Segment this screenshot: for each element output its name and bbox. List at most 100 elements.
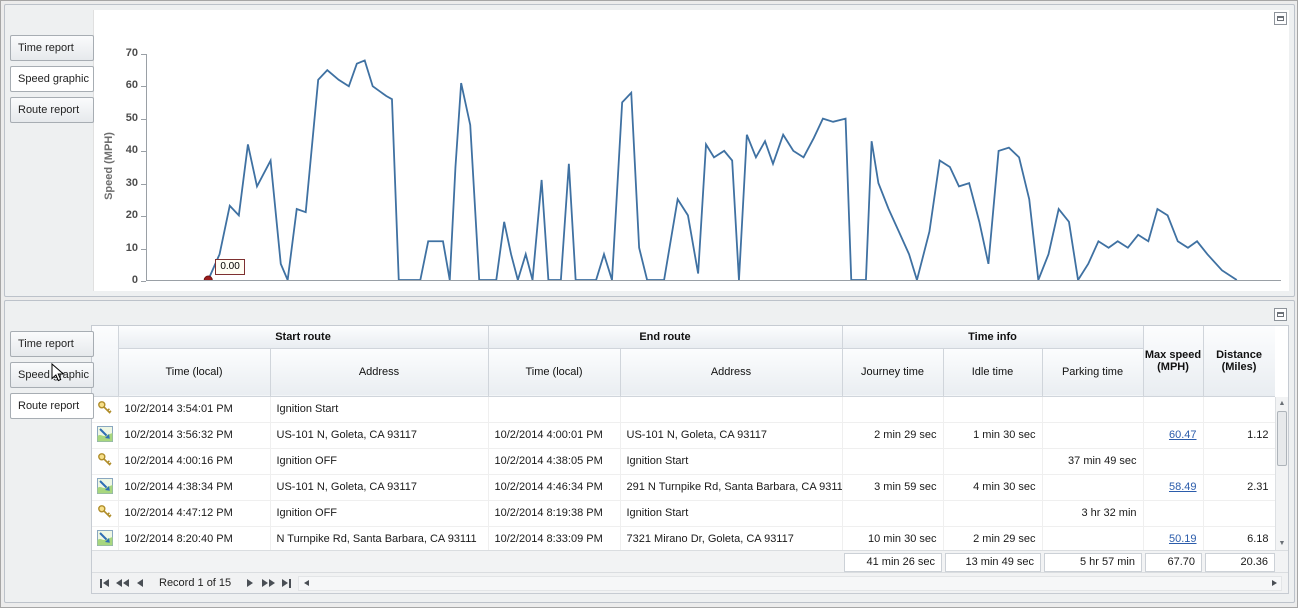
cell-distance (1203, 448, 1275, 475)
table-row[interactable]: 10/2/2014 4:00:16 PM Ignition OFF 10/2/201… (92, 448, 1275, 475)
group-header-start-route[interactable]: Start route (118, 326, 489, 349)
tab-time-report[interactable]: Time report (10, 331, 94, 357)
cell-start-time: 10/2/2014 3:54:01 PM (118, 396, 271, 423)
cell-max-speed (1143, 396, 1204, 423)
column-header-journey-time[interactable]: Journey time (842, 348, 944, 397)
y-axis-tick-mark (141, 54, 146, 55)
group-header-end-route[interactable]: End route (488, 326, 843, 349)
tab-speed-graphic[interactable]: Speed graphic (10, 66, 94, 92)
horizontal-scrollbar[interactable] (298, 575, 1282, 591)
cell-max-speed: 50.19 (1143, 526, 1204, 550)
cell-distance: 1.12 (1203, 422, 1275, 449)
y-axis-title: Speed (MPH) (103, 132, 115, 200)
max-speed-link[interactable]: 58.49 (1168, 481, 1197, 493)
column-header-idle-time[interactable]: Idle time (943, 348, 1043, 397)
selected-point-marker[interactable] (203, 275, 213, 280)
scroll-down-icon[interactable]: ▼ (1278, 540, 1286, 547)
table-row[interactable]: 10/2/2014 4:38:34 PM US-101 N, Goleta, CA… (92, 474, 1275, 501)
ignition-key-icon (92, 396, 119, 423)
cell-distance: 2.31 (1203, 474, 1275, 501)
table-row[interactable]: 10/2/2014 3:54:01 PM Ignition Start (92, 396, 1275, 423)
scroll-up-icon[interactable]: ▲ (1278, 400, 1286, 407)
summary-distance: 20.36 (1205, 553, 1275, 572)
y-axis-tick-mark (141, 183, 146, 185)
tab-route-report[interactable]: Route report (10, 97, 94, 123)
cell-start-time: 10/2/2014 4:38:34 PM (118, 474, 271, 501)
cell-start-time: 10/2/2014 3:56:32 PM (118, 422, 271, 449)
cell-idle-time: 1 min 30 sec (943, 422, 1043, 449)
route-report-grid: Start route End route Time info Max spee… (91, 325, 1289, 594)
y-axis-tick-label: 40 (125, 144, 138, 157)
cell-parking-time (1042, 474, 1144, 501)
y-axis-tick-label: 70 (125, 47, 138, 59)
cell-idle-time (943, 396, 1043, 423)
column-header-distance[interactable]: Distance (Miles) (1203, 326, 1275, 397)
cell-end-address: Ignition Start (620, 448, 843, 475)
table-row[interactable]: 10/2/2014 8:20:40 PM N Turnpike Rd, Santa… (92, 526, 1275, 550)
cell-end-address: Ignition Start (620, 500, 843, 527)
cell-distance (1203, 396, 1275, 423)
cell-journey-time (842, 396, 944, 423)
tab-route-report[interactable]: Route report (10, 393, 94, 419)
speed-graphic-panel: Time report Speed graphic Route report S… (4, 4, 1295, 297)
tab-speed-graphic[interactable]: Speed graphic (10, 362, 94, 388)
scroll-right-icon[interactable] (1269, 578, 1279, 589)
ignition-key-icon (92, 500, 119, 527)
prev-record-icon[interactable] (131, 576, 149, 591)
column-header-start-time[interactable]: Time (local) (118, 348, 271, 397)
cell-parking-time (1042, 422, 1144, 449)
prev-page-icon[interactable] (113, 576, 131, 591)
tab-time-report[interactable]: Time report (10, 35, 94, 61)
record-position-text: Record 1 of 15 (159, 577, 232, 589)
max-speed-link[interactable]: 60.47 (1168, 429, 1197, 441)
cell-end-address: 291 N Turnpike Rd, Santa Barbara, CA 931… (620, 474, 843, 501)
first-record-icon[interactable] (95, 576, 113, 591)
chart-plot-area[interactable] (146, 54, 1281, 281)
scrollbar-thumb[interactable] (1277, 411, 1287, 466)
column-header-end-address[interactable]: Address (620, 348, 843, 397)
next-record-icon[interactable] (241, 576, 259, 591)
group-header-time-info[interactable]: Time info (842, 326, 1144, 349)
cell-end-address: 7321 Mirano Dr, Goleta, CA 93117 (620, 526, 843, 550)
cell-journey-time: 10 min 30 sec (842, 526, 944, 550)
summary-idle-time: 13 min 49 sec (945, 553, 1041, 572)
next-page-icon[interactable] (259, 576, 277, 591)
cell-start-address: US-101 N, Goleta, CA 93117 (270, 474, 489, 501)
cell-distance (1203, 500, 1275, 527)
cell-parking-time: 37 min 49 sec (1042, 448, 1144, 475)
collapse-panel-button[interactable] (1274, 308, 1287, 321)
max-speed-link[interactable]: 50.19 (1168, 533, 1197, 545)
column-header-end-time[interactable]: Time (local) (488, 348, 621, 397)
route-report-panel: Time report Speed graphic Route report S… (4, 300, 1295, 603)
cell-parking-time: 3 hr 32 min (1042, 500, 1144, 527)
column-header-max-speed[interactable]: Max speed (MPH) (1143, 326, 1204, 397)
speed-line-chart (203, 54, 1281, 280)
vertical-scrollbar[interactable]: ▲ ▼ (1275, 397, 1288, 550)
cell-distance: 6.18 (1203, 526, 1275, 550)
scroll-left-icon[interactable] (301, 578, 311, 589)
cell-end-time (488, 396, 621, 423)
route-icon (92, 474, 119, 501)
cell-max-speed (1143, 500, 1204, 527)
cell-start-address: US-101 N, Goleta, CA 93117 (270, 422, 489, 449)
cell-parking-time (1042, 396, 1144, 423)
column-header-start-address[interactable]: Address (270, 348, 489, 397)
table-row[interactable]: 10/2/2014 4:47:12 PM Ignition OFF 10/2/201… (92, 500, 1275, 527)
ignition-key-icon (92, 448, 119, 475)
point-tooltip: 0.00 (215, 259, 245, 275)
collapse-panel-button[interactable] (1274, 12, 1287, 25)
column-header-parking-time[interactable]: Parking time (1042, 348, 1144, 397)
grid-viewport: Start route End route Time info Max spee… (92, 326, 1275, 550)
y-axis-tick-label: 10 (125, 241, 138, 254)
bottom-tabstrip: Time report Speed graphic Route report (10, 331, 94, 424)
y-axis-tick-label: 60 (125, 79, 138, 92)
route-icon (92, 526, 119, 550)
cell-parking-time (1042, 526, 1144, 550)
cell-end-address (620, 396, 843, 423)
collapse-panel-icon (1277, 16, 1284, 21)
cell-start-time: 10/2/2014 4:47:12 PM (118, 500, 271, 527)
collapse-panel-icon (1277, 312, 1284, 317)
last-record-icon[interactable] (277, 576, 295, 591)
table-row[interactable]: 10/2/2014 3:56:32 PM US-101 N, Goleta, CA… (92, 422, 1275, 449)
